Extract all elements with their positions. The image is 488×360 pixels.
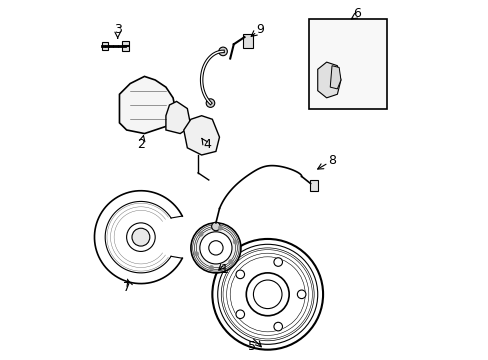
Text: 9: 9 <box>256 23 264 36</box>
Circle shape <box>132 228 149 246</box>
Circle shape <box>206 99 214 107</box>
Text: 1: 1 <box>221 263 228 276</box>
Polygon shape <box>317 62 340 98</box>
Circle shape <box>218 226 222 230</box>
Bar <box>122 41 128 51</box>
Circle shape <box>273 258 282 266</box>
Bar <box>308 19 386 109</box>
Text: 3: 3 <box>114 23 122 36</box>
Polygon shape <box>165 102 190 134</box>
Text: 2: 2 <box>137 138 144 151</box>
Text: 6: 6 <box>352 8 360 21</box>
Circle shape <box>209 266 213 270</box>
Text: 4: 4 <box>203 138 210 151</box>
Circle shape <box>236 310 244 319</box>
Circle shape <box>194 252 198 256</box>
Bar <box>102 42 108 50</box>
Polygon shape <box>119 76 176 134</box>
Text: 7: 7 <box>122 281 130 294</box>
Circle shape <box>218 47 227 56</box>
Circle shape <box>126 223 155 251</box>
Circle shape <box>199 232 203 236</box>
Circle shape <box>297 290 305 298</box>
Circle shape <box>228 260 232 264</box>
Circle shape <box>233 240 237 244</box>
Circle shape <box>273 322 282 331</box>
Text: 8: 8 <box>327 154 335 167</box>
Text: 5: 5 <box>247 339 255 352</box>
Circle shape <box>236 270 244 279</box>
Bar <box>242 33 253 48</box>
Circle shape <box>190 223 241 273</box>
Polygon shape <box>183 116 219 155</box>
Bar <box>309 180 317 191</box>
Circle shape <box>200 232 231 264</box>
Circle shape <box>211 222 220 231</box>
Polygon shape <box>329 66 340 89</box>
